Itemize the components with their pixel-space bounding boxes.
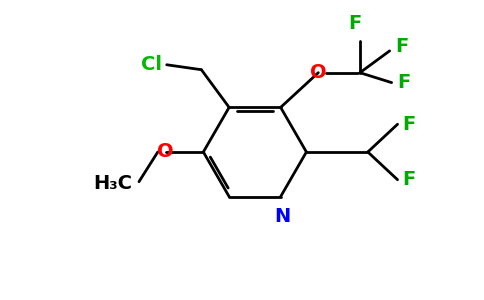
Text: H₃C: H₃C xyxy=(93,174,132,193)
Text: F: F xyxy=(348,14,362,33)
Text: F: F xyxy=(395,38,409,56)
Text: F: F xyxy=(403,170,416,189)
Text: Cl: Cl xyxy=(141,55,162,74)
Text: O: O xyxy=(157,142,174,161)
Text: O: O xyxy=(310,63,327,82)
Text: N: N xyxy=(274,206,291,226)
Text: F: F xyxy=(397,73,411,92)
Text: F: F xyxy=(403,115,416,134)
